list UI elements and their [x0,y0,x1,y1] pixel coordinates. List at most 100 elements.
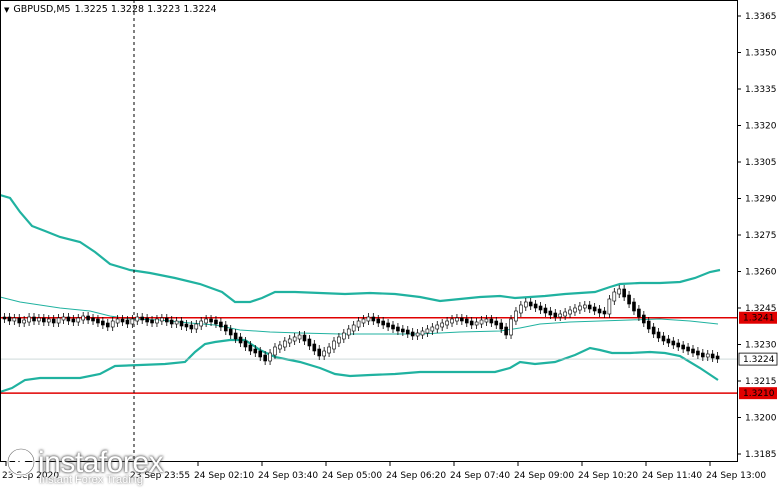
candle-body [405,329,410,335]
triangle-down-icon[interactable]: ▼ [4,5,10,14]
candle-body [297,334,302,340]
candle-body [455,317,459,322]
candle-body [484,318,489,323]
time-tick-label: 24 Sep 13:00 [706,471,766,481]
time-tick-label: 24 Sep 03:40 [258,471,318,481]
candle-body [302,334,307,342]
candle-body [430,326,435,332]
candle-body [514,310,518,322]
candle-body [292,336,297,342]
candle-body [558,313,563,318]
candle-body [189,324,194,330]
candle-body [494,320,499,326]
candle-body [464,318,469,324]
candle-body [228,328,233,336]
price-tick-label: 1.3200 [745,414,777,424]
candle-body [253,348,258,354]
candle-body [214,319,218,325]
time-tick-label: 24 Sep 10:20 [578,471,638,481]
candle-body [548,310,553,316]
candle-body [115,318,120,324]
price-tick-label: 1.3320 [745,122,777,132]
symbol-label: GBPUSD,M5 [13,4,71,15]
candle-body [287,338,292,344]
candle-body [637,308,641,318]
chart-header: ▼ GBPUSD,M5 1.3225 1.3228 1.3223 1.3224 [4,4,217,15]
current-price-tag [738,352,778,366]
candle-body [519,304,523,314]
time-tick-label: 24 Sep 11:40 [642,471,702,481]
candle-body [440,322,444,328]
candle-body [174,320,179,325]
ohlc-values: 1.3225 1.3228 1.3223 1.3224 [74,4,217,15]
candle-body [509,318,513,336]
candle-body [676,342,681,348]
middle-band-line [0,296,719,335]
candle-body [120,318,125,323]
candle-body [12,317,17,322]
candle-body [523,301,528,308]
candle-body [179,320,184,327]
candle-body [661,335,666,342]
time-tick-label: 24 Sep 05:00 [322,471,382,481]
candle-body [528,301,533,307]
candle-body [224,324,228,332]
candle-body [248,344,253,352]
candle-body [705,353,710,358]
candle-body [317,348,322,357]
candle-body [597,308,602,314]
candle-body [322,350,326,357]
candle-body [396,326,400,332]
candle-body [17,317,22,324]
candle-body [184,323,189,328]
candle-body [361,318,366,324]
candle-body [587,304,592,310]
candle-body [356,320,361,328]
price-tick-label: 1.3245 [745,304,777,314]
candle-body [125,319,130,325]
candle-body [671,340,676,346]
watermark-tagline: Instant Forex Trading [39,474,143,486]
price-axis: 1.3365 1.3350 1.3335 1.3320 1.3305 1.3290 1.32… [737,12,778,460]
candle-body [568,309,572,315]
candle-body [578,305,582,311]
candle-body [656,331,661,339]
candle-body [81,315,85,321]
candle-body [263,354,267,362]
candle-body [450,318,454,324]
candle-body [381,320,385,326]
candle-body [278,344,282,350]
candle-body [219,321,223,328]
price-tick-label: 1.3305 [745,158,777,168]
candle-body [479,319,484,325]
candle-body [258,350,263,358]
candle-body [238,336,243,344]
candle-body [209,318,213,323]
time-tick-label: 23 Sep 2020 [2,471,59,481]
candle-body [376,318,381,324]
candlesticks [2,285,720,365]
watermark-brand: instaforex [38,446,164,479]
candle-body [204,318,208,324]
candle-body [651,326,656,335]
price-tick-label: 1.3215 [745,377,777,387]
price-tick-label: 1.3275 [745,231,777,241]
price-tick-label: 1.3365 [745,12,777,22]
candle-body [538,305,543,311]
level-lines [0,316,737,394]
candle-body [420,330,425,336]
candle-body [66,316,71,322]
candle-body [469,320,474,326]
level-price-label: 1.3210 [743,389,775,399]
candle-body [37,317,41,322]
candle-body [27,316,31,323]
price-tick-label: 1.3185 [745,450,777,460]
level-price-tag [739,387,777,400]
current-price-label: 1.3224 [743,355,775,365]
candle-body [130,318,135,325]
upper-band-line [0,193,721,304]
candle-body [42,317,46,323]
price-tick-label: 1.3335 [745,85,777,95]
candle-body [371,316,376,322]
